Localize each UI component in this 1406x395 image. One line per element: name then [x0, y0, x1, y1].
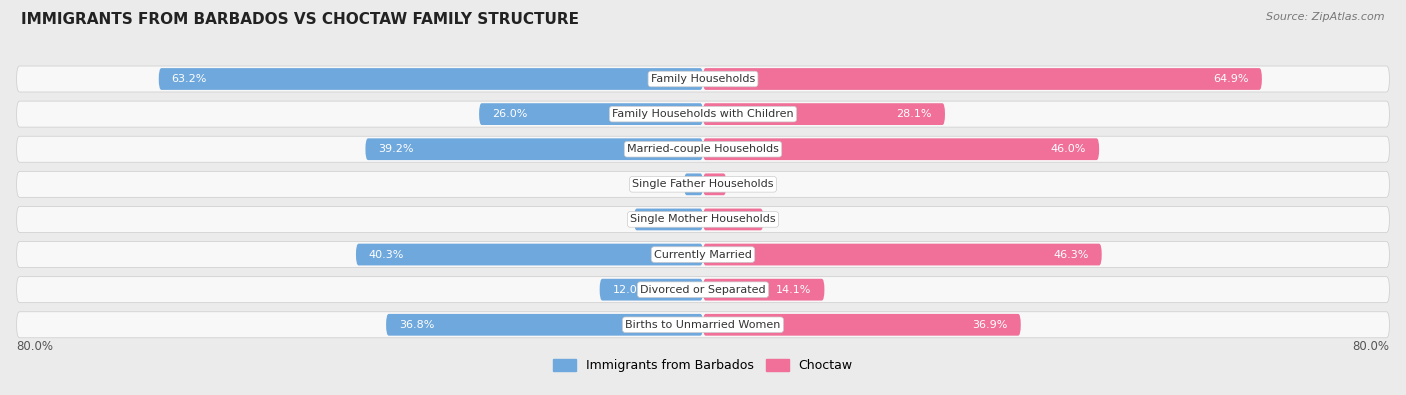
Text: 12.0%: 12.0%: [613, 285, 648, 295]
Legend: Immigrants from Barbados, Choctaw: Immigrants from Barbados, Choctaw: [548, 354, 858, 377]
Text: 40.3%: 40.3%: [368, 250, 405, 260]
Text: Married-couple Households: Married-couple Households: [627, 144, 779, 154]
FancyBboxPatch shape: [703, 138, 1099, 160]
Text: 63.2%: 63.2%: [172, 74, 207, 84]
FancyBboxPatch shape: [17, 207, 1389, 232]
Text: 46.0%: 46.0%: [1050, 144, 1087, 154]
FancyBboxPatch shape: [703, 244, 1102, 265]
Text: 28.1%: 28.1%: [897, 109, 932, 119]
FancyBboxPatch shape: [17, 136, 1389, 162]
FancyBboxPatch shape: [17, 276, 1389, 303]
FancyBboxPatch shape: [356, 244, 703, 265]
Text: Single Father Households: Single Father Households: [633, 179, 773, 189]
FancyBboxPatch shape: [703, 103, 945, 125]
FancyBboxPatch shape: [685, 173, 703, 195]
Text: 36.8%: 36.8%: [399, 320, 434, 330]
FancyBboxPatch shape: [387, 314, 703, 336]
FancyBboxPatch shape: [17, 312, 1389, 338]
FancyBboxPatch shape: [703, 173, 727, 195]
Text: 2.2%: 2.2%: [651, 179, 679, 189]
Text: 7.0%: 7.0%: [723, 214, 751, 224]
FancyBboxPatch shape: [17, 66, 1389, 92]
Text: Family Households with Children: Family Households with Children: [612, 109, 794, 119]
FancyBboxPatch shape: [703, 314, 1021, 336]
FancyBboxPatch shape: [17, 101, 1389, 127]
FancyBboxPatch shape: [703, 209, 763, 230]
FancyBboxPatch shape: [366, 138, 703, 160]
FancyBboxPatch shape: [17, 242, 1389, 267]
Text: 80.0%: 80.0%: [1353, 340, 1389, 353]
FancyBboxPatch shape: [703, 68, 1263, 90]
Text: 39.2%: 39.2%: [378, 144, 413, 154]
FancyBboxPatch shape: [159, 68, 703, 90]
Text: 80.0%: 80.0%: [17, 340, 53, 353]
Text: Source: ZipAtlas.com: Source: ZipAtlas.com: [1267, 12, 1385, 22]
Text: 64.9%: 64.9%: [1213, 74, 1249, 84]
Text: Currently Married: Currently Married: [654, 250, 752, 260]
Text: Family Households: Family Households: [651, 74, 755, 84]
Text: 46.3%: 46.3%: [1053, 250, 1088, 260]
Text: 36.9%: 36.9%: [973, 320, 1008, 330]
Text: Births to Unmarried Women: Births to Unmarried Women: [626, 320, 780, 330]
Text: IMMIGRANTS FROM BARBADOS VS CHOCTAW FAMILY STRUCTURE: IMMIGRANTS FROM BARBADOS VS CHOCTAW FAMI…: [21, 12, 579, 27]
Text: 14.1%: 14.1%: [776, 285, 811, 295]
Text: Divorced or Separated: Divorced or Separated: [640, 285, 766, 295]
Text: 26.0%: 26.0%: [492, 109, 527, 119]
Text: 2.7%: 2.7%: [731, 179, 759, 189]
Text: 8.0%: 8.0%: [647, 214, 675, 224]
FancyBboxPatch shape: [634, 209, 703, 230]
FancyBboxPatch shape: [703, 279, 824, 301]
Text: Single Mother Households: Single Mother Households: [630, 214, 776, 224]
FancyBboxPatch shape: [599, 279, 703, 301]
FancyBboxPatch shape: [17, 171, 1389, 198]
FancyBboxPatch shape: [479, 103, 703, 125]
